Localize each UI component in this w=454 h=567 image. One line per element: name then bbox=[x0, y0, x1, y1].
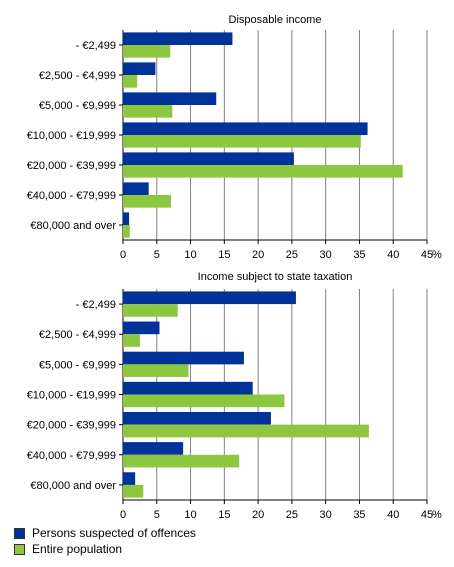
chart1-x-tick-label: 20 bbox=[252, 249, 264, 261]
chart1-category-label: €2,500 - €4,999 bbox=[39, 70, 116, 82]
chart2-unit-label: % bbox=[432, 509, 442, 521]
chart2-bar-suspects bbox=[123, 442, 184, 455]
chart2-category-label: €10,000 - €19,999 bbox=[27, 390, 116, 402]
chart2-x-tick-label: 10 bbox=[184, 509, 196, 521]
chart2-bar-population bbox=[123, 364, 189, 378]
legend: Persons suspected of offences Entire pop… bbox=[14, 525, 196, 557]
chart1-bar-population bbox=[123, 195, 171, 208]
chart1-category-label: €80,000 and over bbox=[30, 220, 116, 232]
chart2-x-tick-label: 35 bbox=[353, 509, 365, 521]
chart2-category-label: €5,000 - €9,999 bbox=[39, 359, 116, 371]
chart2-bar-population bbox=[123, 484, 144, 498]
chart1-bar-population bbox=[123, 75, 138, 88]
chart2-bar-population bbox=[123, 424, 369, 438]
chart2-x-tick-label: 30 bbox=[320, 509, 332, 521]
legend-swatch-population bbox=[14, 543, 25, 555]
chart1-bar-suspects bbox=[123, 122, 368, 135]
chart1-category-label: €20,000 - €39,999 bbox=[27, 160, 116, 172]
chart1-bar-suspects bbox=[123, 32, 233, 45]
chart1-x-tick-label: 0 bbox=[120, 249, 126, 261]
chart1-title: Disposable income bbox=[229, 14, 322, 26]
chart2-bar-suspects bbox=[123, 351, 244, 365]
chart2-x-tick-label: 20 bbox=[252, 509, 264, 521]
chart2-category-label: €2,500 - €4,999 bbox=[39, 329, 116, 341]
chart1-bar-suspects bbox=[123, 182, 149, 195]
chart1-x-tick-label: 30 bbox=[320, 249, 332, 261]
chart2-category-label: €20,000 - €39,999 bbox=[27, 420, 116, 432]
chart1-x-tick-label: 5 bbox=[154, 249, 160, 261]
chart1-bar-suspects bbox=[123, 212, 130, 225]
legend-label-population: Entire population bbox=[32, 542, 123, 556]
chart1-x-tick-label: 45 bbox=[421, 249, 433, 261]
chart1-x-tick-label: 15 bbox=[218, 249, 230, 261]
legend-item-population: Entire population bbox=[14, 541, 196, 557]
chart1-bar-population bbox=[123, 135, 361, 148]
chart2-category-label: €80,000 and over bbox=[30, 480, 116, 492]
chart1-category-label: €5,000 - €9,999 bbox=[39, 100, 116, 112]
legend-label-suspects: Persons suspected of offences bbox=[32, 526, 196, 540]
chart1-x-tick-label: 25 bbox=[286, 249, 298, 261]
chart1-unit-label: % bbox=[432, 249, 442, 261]
chart2-x-tick-label: 15 bbox=[218, 509, 230, 521]
chart1-bar-population bbox=[123, 165, 403, 178]
chart2-bar-suspects bbox=[123, 411, 271, 425]
chart1-bar-suspects bbox=[123, 92, 217, 105]
chart2-x-tick-label: 0 bbox=[120, 509, 126, 521]
chart1-bar-population bbox=[123, 105, 173, 118]
chart2-bar-suspects bbox=[123, 381, 253, 395]
chart1-category-label: €40,000 - €79,999 bbox=[27, 190, 116, 202]
legend-item-suspects: Persons suspected of offences bbox=[14, 525, 196, 541]
chart2-x-tick-label: 5 bbox=[154, 509, 160, 521]
chart1-category-label: - €2,499 bbox=[76, 40, 116, 52]
chart2-x-tick-label: 45 bbox=[421, 509, 433, 521]
chart2-bar-population bbox=[123, 334, 140, 347]
chart1-bar-suspects bbox=[123, 152, 294, 165]
chart2-bar-population bbox=[123, 454, 240, 468]
chart2-bar-population bbox=[123, 394, 285, 408]
chart2-bar-suspects bbox=[123, 321, 160, 335]
chart2-x-tick-label: 40 bbox=[387, 509, 399, 521]
chart1-category-label: €10,000 - €19,999 bbox=[27, 130, 116, 142]
chart1-bar-population bbox=[123, 45, 171, 58]
chart1-bar-suspects bbox=[123, 62, 156, 75]
chart1-x-tick-label: 35 bbox=[353, 249, 365, 261]
chart1-x-tick-label: 40 bbox=[387, 249, 399, 261]
chart1-bar-population bbox=[123, 225, 130, 238]
chart2-category-label: €40,000 - €79,999 bbox=[27, 450, 116, 462]
chart1-x-tick-label: 10 bbox=[184, 249, 196, 261]
chart2-category-label: - €2,499 bbox=[76, 299, 116, 311]
chart2-title: Income subject to state taxation bbox=[198, 271, 353, 283]
legend-swatch-suspects bbox=[14, 527, 25, 539]
chart2-bar-suspects bbox=[123, 291, 296, 305]
chart2-bar-suspects bbox=[123, 472, 136, 485]
chart2-x-tick-label: 25 bbox=[286, 509, 298, 521]
chart2-bar-population bbox=[123, 304, 178, 317]
